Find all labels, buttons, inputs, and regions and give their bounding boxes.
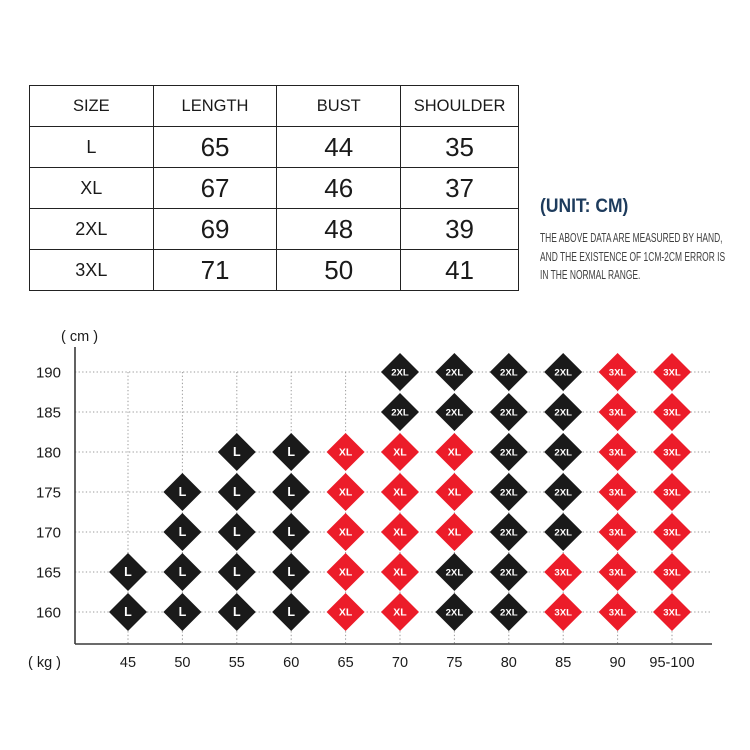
svg-text:2XL: 2XL	[554, 487, 572, 498]
svg-text:2XL: 2XL	[554, 407, 572, 418]
svg-text:3XL: 3XL	[609, 527, 627, 538]
svg-text:XL: XL	[393, 447, 407, 459]
svg-text:L: L	[233, 485, 241, 499]
svg-text:185: 185	[36, 405, 61, 422]
svg-text:170: 170	[36, 525, 61, 542]
svg-text:XL: XL	[339, 567, 353, 579]
svg-text:L: L	[124, 565, 132, 579]
svg-text:60: 60	[283, 655, 299, 671]
svg-text:3XL: 3XL	[663, 447, 681, 458]
svg-text:95-100: 95-100	[649, 655, 694, 671]
svg-text:65: 65	[338, 655, 354, 671]
svg-text:L: L	[287, 445, 295, 459]
svg-text:XL: XL	[448, 447, 462, 459]
svg-text:2XL: 2XL	[554, 367, 572, 378]
svg-text:45: 45	[120, 655, 136, 671]
svg-text:3XL: 3XL	[609, 567, 627, 578]
svg-text:175: 175	[36, 485, 61, 502]
svg-text:2XL: 2XL	[554, 527, 572, 538]
svg-text:L: L	[287, 485, 295, 499]
svg-text:L: L	[179, 605, 187, 619]
svg-text:XL: XL	[339, 527, 353, 539]
svg-text:3XL: 3XL	[663, 607, 681, 618]
svg-text:XL: XL	[339, 447, 353, 459]
svg-text:75: 75	[446, 655, 462, 671]
svg-text:2XL: 2XL	[500, 487, 518, 498]
svg-text:3XL: 3XL	[663, 407, 681, 418]
svg-text:2XL: 2XL	[500, 367, 518, 378]
svg-text:XL: XL	[448, 527, 462, 539]
svg-text:3XL: 3XL	[663, 567, 681, 578]
svg-text:XL: XL	[448, 487, 462, 499]
svg-text:L: L	[287, 605, 295, 619]
svg-text:L: L	[287, 525, 295, 539]
svg-text:2XL: 2XL	[446, 367, 464, 378]
svg-text:90: 90	[610, 655, 626, 671]
svg-text:2XL: 2XL	[500, 607, 518, 618]
svg-text:XL: XL	[339, 487, 353, 499]
svg-text:3XL: 3XL	[609, 407, 627, 418]
svg-text:2XL: 2XL	[554, 447, 572, 458]
svg-text:3XL: 3XL	[663, 367, 681, 378]
svg-text:3XL: 3XL	[554, 607, 572, 618]
svg-text:3XL: 3XL	[663, 487, 681, 498]
svg-text:L: L	[233, 565, 241, 579]
svg-text:3XL: 3XL	[609, 367, 627, 378]
svg-text:2XL: 2XL	[391, 407, 409, 418]
svg-text:2XL: 2XL	[500, 527, 518, 538]
svg-text:XL: XL	[393, 487, 407, 499]
svg-text:XL: XL	[393, 527, 407, 539]
svg-text:2XL: 2XL	[446, 567, 464, 578]
svg-text:L: L	[179, 565, 187, 579]
svg-text:L: L	[287, 565, 295, 579]
svg-text:2XL: 2XL	[500, 567, 518, 578]
svg-text:2XL: 2XL	[500, 447, 518, 458]
svg-text:2XL: 2XL	[446, 607, 464, 618]
svg-text:2XL: 2XL	[391, 367, 409, 378]
svg-text:( cm ): ( cm )	[61, 330, 98, 345]
svg-text:XL: XL	[339, 607, 353, 619]
svg-text:XL: XL	[393, 607, 407, 619]
svg-text:165: 165	[36, 565, 61, 582]
svg-text:L: L	[233, 605, 241, 619]
svg-text:190: 190	[36, 365, 61, 382]
svg-text:55: 55	[229, 655, 245, 671]
svg-text:2XL: 2XL	[446, 407, 464, 418]
svg-text:3XL: 3XL	[609, 607, 627, 618]
svg-text:L: L	[233, 525, 241, 539]
svg-text:3XL: 3XL	[609, 447, 627, 458]
svg-text:85: 85	[555, 655, 571, 671]
svg-text:50: 50	[174, 655, 190, 671]
svg-text:2XL: 2XL	[500, 407, 518, 418]
svg-text:3XL: 3XL	[609, 487, 627, 498]
svg-text:70: 70	[392, 655, 408, 671]
svg-text:3XL: 3XL	[663, 527, 681, 538]
svg-text:80: 80	[501, 655, 517, 671]
svg-text:160: 160	[36, 605, 61, 622]
svg-text:3XL: 3XL	[554, 567, 572, 578]
svg-text:180: 180	[36, 445, 61, 462]
svg-text:XL: XL	[393, 567, 407, 579]
svg-text:( kg ): ( kg )	[28, 655, 61, 671]
svg-text:L: L	[179, 525, 187, 539]
svg-text:L: L	[124, 605, 132, 619]
svg-text:L: L	[233, 445, 241, 459]
svg-text:L: L	[179, 485, 187, 499]
